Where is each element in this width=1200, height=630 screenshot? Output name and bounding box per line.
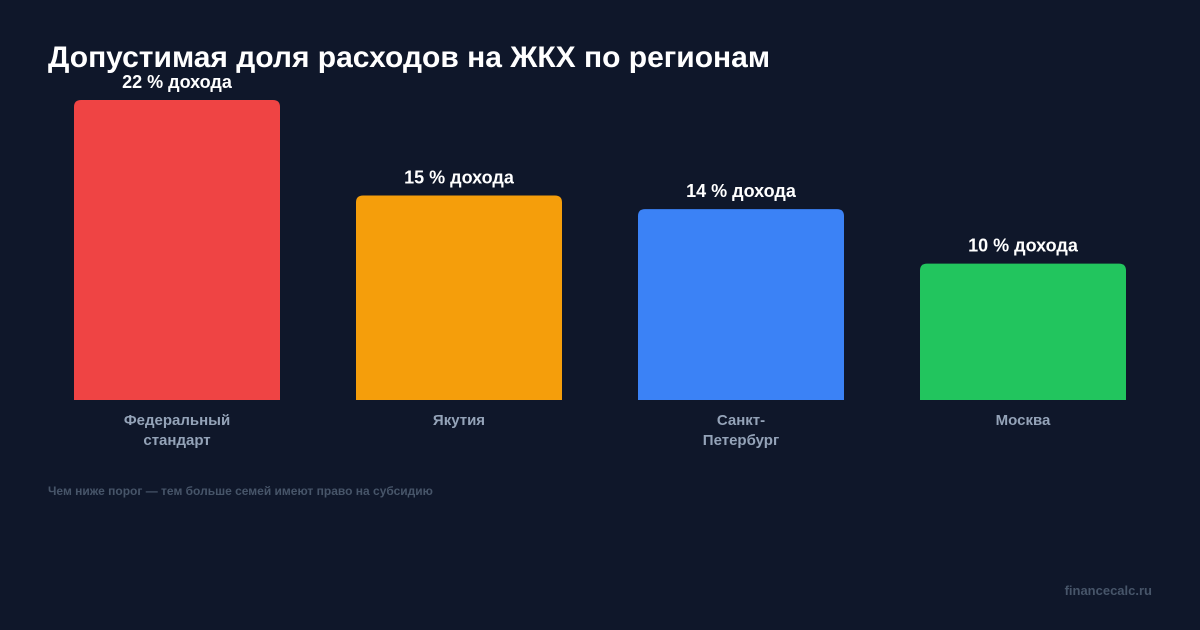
value-label-4: 10 % дохода <box>968 236 1079 256</box>
bar-4 <box>920 263 1126 400</box>
chart-title: Допустимая доля расходов на ЖКХ по регио… <box>48 41 770 74</box>
value-label-1: 22 % дохода <box>122 72 233 92</box>
category-label-3-line-1: Санкт- <box>717 412 765 429</box>
value-label-3: 14 % дохода <box>686 181 797 201</box>
category-label-1-line-1: Федеральный <box>124 412 230 429</box>
bars-group: 22 % дохода Федеральный стандарт 15 % доход… <box>74 72 1126 449</box>
footnote: Чем ниже порог — тем больше семей имеют … <box>48 484 433 498</box>
category-label-2: Якутия <box>433 412 485 429</box>
bar-2 <box>356 195 562 400</box>
brand-watermark: financecalc.ru <box>1065 583 1152 598</box>
category-label-1-line-2: стандарт <box>143 432 210 449</box>
bar-3 <box>638 209 844 400</box>
category-label-4: Москва <box>996 412 1051 429</box>
category-label-3-line-2: Петербург <box>703 432 779 449</box>
value-label-2: 15 % дохода <box>404 167 515 187</box>
bar-1 <box>74 100 280 400</box>
